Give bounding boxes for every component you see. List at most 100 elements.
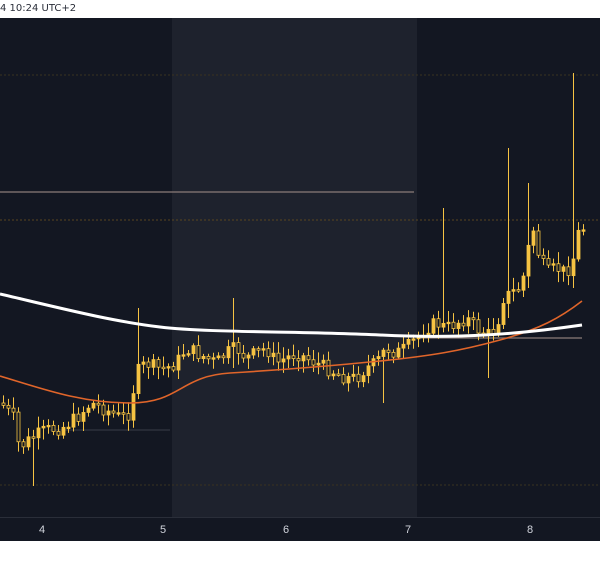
chart-canvas[interactable] — [0, 18, 600, 517]
candle-body — [526, 244, 531, 277]
candle-body — [101, 404, 106, 416]
candle-body — [171, 366, 176, 371]
candle-body — [221, 355, 226, 359]
candle-body — [296, 358, 301, 362]
price-chart[interactable] — [0, 18, 600, 517]
candle-body — [46, 424, 51, 428]
candle-body — [51, 424, 56, 432]
candle-body — [471, 317, 476, 321]
candle-body — [86, 407, 91, 413]
candle-body — [566, 266, 571, 277]
candle-body — [31, 436, 36, 439]
candle-body — [316, 362, 321, 366]
candle-body — [191, 345, 196, 355]
candle-body — [81, 412, 86, 422]
candle-body — [411, 338, 416, 341]
candle-body — [66, 426, 71, 430]
candle-body — [306, 355, 311, 361]
candlestick-series — [1, 73, 586, 486]
candle-body — [356, 373, 361, 383]
candle-body — [236, 342, 241, 354]
candle-body — [541, 254, 546, 259]
short-moving-average-line — [0, 300, 583, 404]
candle-body — [161, 366, 166, 370]
candle-body — [261, 348, 266, 351]
candle-body — [461, 322, 466, 327]
candle-body — [266, 348, 271, 358]
candle-body — [531, 230, 536, 246]
candle-body — [286, 355, 291, 360]
candle-body — [281, 358, 286, 363]
time-axis-tick: 6 — [282, 524, 290, 536]
candle-body — [576, 229, 581, 260]
candle-body — [366, 365, 371, 377]
candle-body — [71, 413, 76, 428]
candle-body — [391, 351, 396, 358]
candle-body — [211, 357, 216, 360]
candle-body — [276, 352, 281, 363]
session-highlight-band — [172, 18, 417, 517]
candle-body — [226, 346, 231, 359]
candle-body — [241, 352, 246, 359]
time-axis[interactable]: 4 5 6 7 8 — [0, 517, 600, 542]
time-axis-tick: 4 — [38, 524, 46, 536]
candle-body — [326, 359, 331, 377]
candle-body — [76, 413, 81, 422]
candle-body — [451, 321, 456, 329]
candle-body — [291, 355, 296, 359]
candle-body — [581, 229, 586, 232]
candle-body — [96, 402, 101, 406]
candle-body — [516, 289, 521, 292]
candle-body — [231, 342, 236, 347]
candle-body — [136, 363, 141, 395]
candle-body — [301, 355, 306, 362]
timestamp-label: 4 10:24 UTC+2 — [0, 3, 77, 14]
candle-body — [456, 322, 461, 329]
candle-body — [496, 324, 501, 335]
candle-body — [571, 258, 576, 277]
candle-body — [331, 373, 336, 377]
candle-body — [146, 361, 151, 368]
candle-body — [556, 263, 561, 272]
candle-body — [251, 348, 256, 356]
candle-body — [341, 373, 346, 384]
candle-body — [561, 266, 566, 272]
time-axis-tick: 7 — [404, 524, 412, 536]
candle-body — [536, 230, 541, 256]
candle-body — [26, 436, 31, 448]
candle-body — [246, 354, 251, 359]
candle-body — [201, 356, 206, 360]
candle-body — [511, 289, 516, 292]
candle-body — [376, 356, 381, 360]
candle-body — [1, 402, 6, 406]
page-footer-blank — [0, 541, 600, 566]
candle-body — [311, 359, 316, 366]
candle-body — [406, 339, 411, 345]
candle-body — [156, 359, 161, 368]
candle-body — [466, 317, 471, 327]
long-moving-average-line — [0, 292, 583, 338]
candle-body — [441, 322, 446, 328]
candle-body — [546, 258, 551, 266]
candle-body — [126, 413, 131, 421]
candle-body — [91, 402, 96, 409]
candle-body — [131, 393, 136, 421]
candle-body — [121, 412, 126, 415]
candle-body — [61, 426, 66, 436]
candle-body — [476, 319, 481, 334]
candle-body — [381, 349, 386, 357]
time-axis-tick: 5 — [159, 524, 167, 536]
candle-body — [551, 263, 556, 266]
candle-body — [181, 354, 186, 357]
candle-body — [386, 349, 391, 353]
candle-body — [6, 404, 11, 409]
candle-body — [321, 359, 326, 364]
candle-body — [346, 376, 351, 384]
candle-body — [271, 352, 276, 358]
time-axis-tick: 8 — [526, 524, 534, 536]
candle-body — [351, 373, 356, 377]
candle-body — [436, 318, 441, 328]
candle-body — [336, 373, 341, 376]
chart-header: 4 10:24 UTC+2 — [0, 0, 600, 18]
candle-body — [166, 366, 171, 369]
